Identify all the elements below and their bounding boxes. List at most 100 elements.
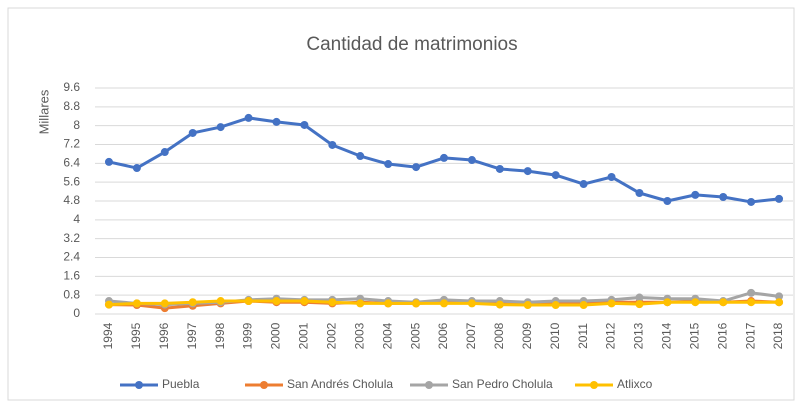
x-tick-label: 2016 [715,322,729,349]
legend-marker [135,381,143,389]
data-point [691,190,700,199]
y-axis-label: Millares [36,89,51,134]
x-tick-label: 2003 [352,322,366,349]
data-point [607,299,616,308]
data-point [719,298,728,307]
data-point [495,164,504,173]
y-tick-label: 9.6 [63,80,80,94]
x-tick-label: 1996 [157,322,171,349]
x-tick-label: 2018 [771,322,785,349]
data-point [384,299,393,308]
x-tick-label: 1994 [101,322,115,349]
y-tick-label: 8.8 [63,99,80,113]
data-point [216,123,225,132]
data-point [356,299,365,308]
data-point [132,299,141,308]
data-point [356,152,365,161]
legend-label: San Pedro Cholula [452,377,553,391]
data-point [551,171,560,180]
data-point [160,148,169,157]
data-point [412,299,421,308]
data-point [635,300,644,309]
y-tick-label: 8 [73,118,80,132]
x-tick-label: 2002 [324,322,338,349]
y-tick-label: 6.4 [63,156,80,170]
x-tick-label: 2013 [632,322,646,349]
data-point [495,300,504,309]
data-point [104,300,113,309]
legend-label: Atlixco [617,377,653,391]
y-tick-label: 4 [73,212,80,226]
x-tick-label: 2017 [743,322,757,349]
x-tick-label: 2014 [660,322,674,349]
data-point [523,301,532,310]
x-tick-label: 2001 [297,322,311,349]
y-tick-label: 0.8 [63,287,80,301]
data-point [579,180,588,189]
x-tick-label: 1995 [129,322,143,349]
data-point [775,194,784,203]
data-point [300,297,309,306]
data-point [216,297,225,306]
data-point [440,153,448,162]
data-point [188,128,197,137]
x-tick-label: 1999 [241,322,255,349]
data-point [272,297,281,306]
data-point [384,160,393,169]
y-tick-label: 5.6 [63,174,80,188]
data-point [132,164,141,173]
x-tick-label: 2011 [576,323,590,349]
data-point [747,298,756,307]
data-point [663,197,672,205]
data-point [607,172,616,181]
data-point [188,298,197,307]
y-tick-label: 7.2 [63,137,80,151]
data-point [523,167,532,176]
x-tick-label: 2008 [492,322,506,349]
x-tick-label: 2000 [269,322,283,349]
legend-marker [260,381,268,389]
data-point [775,292,784,301]
legend-label: Puebla [162,377,200,391]
y-tick-label: 4.8 [63,193,80,207]
data-point [775,298,784,307]
y-tick-label: 2.4 [63,250,80,264]
data-point [691,298,700,307]
x-tick-label: 1998 [213,322,227,349]
legend-marker [425,381,433,389]
data-point [467,299,476,308]
data-point [244,297,253,306]
y-tick-label: 3.2 [63,231,80,245]
y-tick-label: 0 [73,306,80,320]
data-point [663,298,672,307]
data-point [300,120,309,129]
data-point [719,192,728,201]
data-point [244,113,253,122]
legend-label: San Andrés Cholula [287,377,393,391]
x-tick-label: 2009 [520,322,534,349]
data-point [551,301,560,310]
x-tick-label: 2012 [604,322,618,349]
y-tick-label: 1.6 [63,269,80,283]
x-tick-label: 2007 [464,322,478,349]
x-tick-label: 2010 [548,322,562,349]
data-point [160,299,169,308]
data-point [272,117,281,126]
data-point [104,157,113,166]
chart-border [7,7,795,401]
data-point [635,293,644,302]
data-point [328,140,337,149]
data-point [635,188,644,197]
data-point [412,163,421,172]
x-tick-label: 2005 [408,322,422,349]
x-tick-label: 1997 [185,322,199,349]
legend-marker [590,381,598,389]
data-point [328,298,337,307]
data-point [440,299,448,308]
data-point [579,301,588,310]
data-point [467,156,476,165]
x-tick-label: 2006 [436,322,450,349]
chart-title: Cantidad de matrimonios [306,34,517,55]
data-point [747,288,756,297]
